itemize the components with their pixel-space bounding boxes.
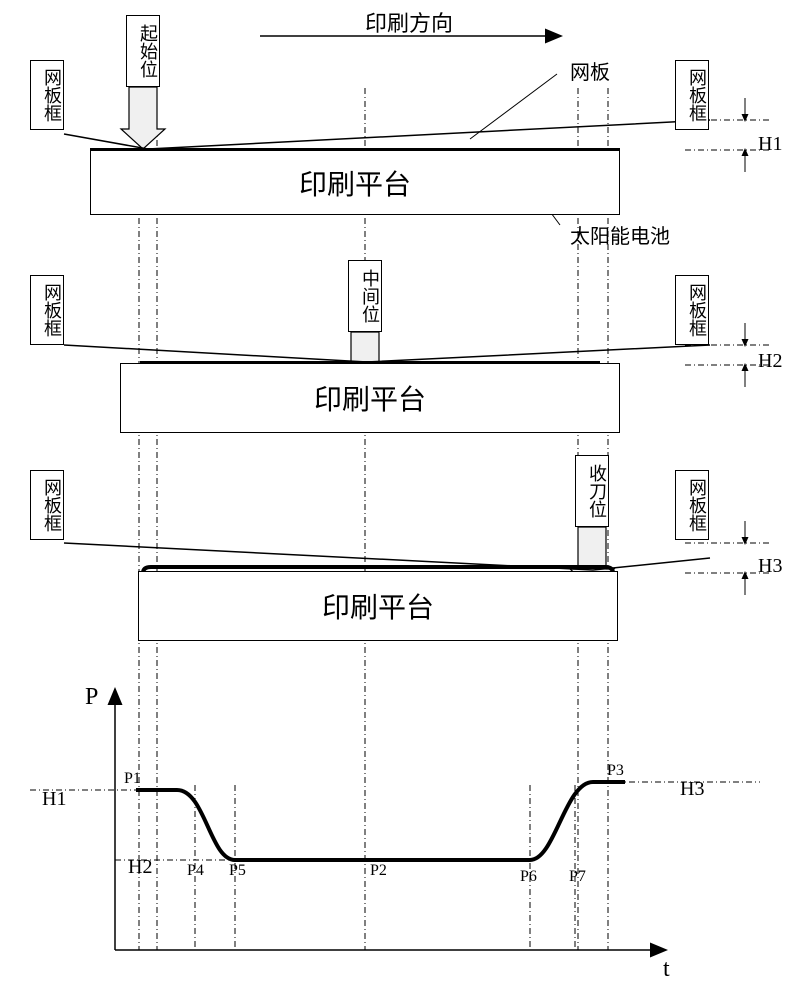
lbl-P7: P7 [569, 868, 586, 886]
diagram-canvas: 印刷方向网板框网板框起始位印刷平台H1网板太阳能电池网板框网板框中间位印刷平台H… [0, 0, 802, 1000]
platform-1: 印刷平台 [90, 150, 620, 215]
lbl-P1: P1 [124, 770, 141, 788]
screen-callout: 网板 [570, 56, 610, 85]
frame-left-2: 网板框 [30, 275, 64, 345]
axis-t: t [663, 956, 670, 983]
frame-left-3: 网板框 [30, 470, 64, 540]
lbl-P6: P6 [520, 868, 537, 886]
platform-3: 印刷平台 [138, 571, 618, 641]
chart-H2: H2 [128, 856, 152, 879]
pos-box-1: 起始位 [126, 15, 160, 87]
lbl-P2: P2 [370, 862, 387, 880]
lbl-P5: P5 [229, 862, 246, 880]
print-direction-label: 印刷方向 [365, 6, 453, 38]
pos-box-2: 中间位 [348, 260, 382, 332]
lbl-P3: P3 [607, 762, 624, 780]
frame-right-2: 网板框 [675, 275, 709, 345]
pos-box-3: 收刀位 [575, 455, 609, 527]
frame-left-1: 网板框 [30, 60, 64, 130]
platform-2: 印刷平台 [120, 363, 620, 433]
frame-right-3: 网板框 [675, 470, 709, 540]
hdim-1: H1 [758, 133, 782, 156]
frame-right-1: 网板框 [675, 60, 709, 130]
hdim-2: H2 [758, 350, 782, 373]
solarcell-callout: 太阳能电池 [570, 220, 670, 249]
axis-P: P [85, 684, 98, 711]
lbl-P4: P4 [187, 862, 204, 880]
hdim-3: H3 [758, 555, 782, 578]
chart-H3: H3 [680, 778, 704, 801]
chart-H1: H1 [42, 788, 66, 811]
